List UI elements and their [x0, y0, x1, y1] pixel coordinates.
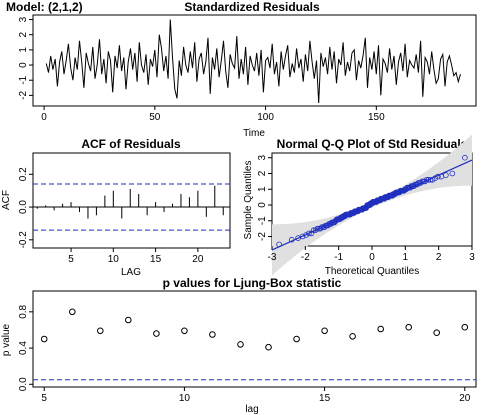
qq-xtick-label: 0: [369, 252, 375, 263]
ljungbox-point: [69, 308, 76, 316]
ljungbox-panel: p values for Ljung-Box statistic 5 10 15 20…: [1, 276, 477, 415]
qq-point: [443, 172, 449, 178]
ljungbox-point: [237, 341, 244, 348]
qq-ytick-label: 1: [257, 186, 268, 192]
residuals-xtick-label: 0: [41, 112, 47, 123]
qq-ytick-label: -2: [257, 232, 268, 241]
qq-ytick-label: -1: [257, 216, 268, 225]
ljungbox-point: [125, 316, 132, 324]
residuals-ytick-label: 1: [18, 47, 29, 53]
acf-bars: [36, 185, 224, 219]
ljungbox-point: [153, 330, 160, 337]
qq-point: [422, 178, 428, 185]
acf-axes: 5 10 15 20 -0.2 0.0 0.2: [18, 167, 230, 265]
qq-point: [288, 236, 295, 243]
qq-point: [462, 154, 468, 161]
ljungbox-points: [40, 308, 469, 351]
qq-point: [310, 227, 317, 234]
qq-ytick-label: 3: [257, 155, 268, 161]
acf-ytick-label: -0.2: [18, 231, 29, 249]
qq-point: [276, 241, 282, 248]
ljungbox-ytick-label: 0.0: [18, 377, 29, 391]
qq-point: [435, 173, 441, 180]
qq-point: [449, 170, 456, 177]
ljungbox-axes: 5 10 15 20 0.0 0.4 0.8: [18, 304, 471, 404]
ljungbox-point: [97, 327, 104, 335]
ljungbox-title: p values for Ljung-Box statistic: [163, 276, 342, 290]
qq-point: [432, 175, 438, 182]
ljungbox-point: [377, 325, 385, 333]
residuals-panel: Model: (2,1,2) Standardized Residuals 0 5…: [6, 0, 477, 139]
qq-xtick-label: -3: [268, 252, 277, 263]
residuals-ytick-label: 0: [18, 62, 29, 68]
residuals-ytick-label: -2: [18, 91, 29, 100]
ljungbox-point: [461, 323, 469, 331]
residuals-xlabel: Time: [243, 128, 265, 139]
ljungbox-xtick-label: 5: [41, 393, 47, 404]
ljungbox-ytick-label: 0.4: [18, 341, 29, 355]
qq-panel: Normal Q-Q Plot of Std Residuals -3 -2 -1 0…: [243, 134, 475, 277]
acf-xtick-label: 5: [68, 254, 74, 265]
qq-title: Normal Q-Q Plot of Std Residuals: [277, 137, 468, 151]
ljungbox-point: [433, 329, 441, 337]
qq-xtick-label: -2: [301, 252, 310, 263]
residuals-axes: 0 50 100 150 -2 -1 0 1 2 3: [18, 16, 385, 123]
residuals-xtick-label: 50: [149, 112, 161, 123]
model-label: Model: (2,1,2): [6, 0, 83, 14]
acf-title: ACF of Residuals: [81, 137, 181, 151]
ljungbox-xtick-label: 10: [179, 393, 191, 404]
qq-xtick-label: 1: [403, 252, 409, 263]
qq-axes: -3 -2 -1 0 1 2 3 -2 -1 0 1 2 3: [257, 155, 475, 263]
acf-ytick-label: 0.2: [18, 167, 29, 181]
acf-xtick-label: 15: [150, 254, 162, 265]
qq-point: [427, 177, 434, 183]
ljungbox-point: [405, 323, 413, 331]
ljungbox-point: [321, 327, 328, 335]
ljungbox-point: [293, 335, 300, 343]
qq-point: [420, 178, 427, 185]
qq-point: [299, 233, 306, 240]
acf-plot-frame: [32, 152, 231, 249]
residuals-ytick-label: -1: [18, 75, 29, 84]
qq-xtick-label: -1: [334, 252, 343, 263]
ljungbox-point: [265, 343, 272, 351]
acf-ylabel: ACF: [1, 190, 12, 210]
ljungbox-point: [209, 331, 216, 338]
residuals-xtick-label: 100: [257, 112, 274, 123]
ljungbox-point: [181, 327, 188, 335]
ljungbox-xtick-label: 15: [319, 393, 331, 404]
acf-panel: ACF of Residuals 5 10 15 20 -0.2 0.0 0.2 LAG A…: [1, 137, 231, 278]
qq-ylabel: Sample Quantiles: [243, 161, 254, 240]
acf-ytick-label: 0.0: [18, 200, 29, 214]
residuals-ytick-label: 3: [18, 16, 29, 22]
qq-point: [303, 232, 309, 238]
ljungbox-ytick-label: 0.8: [18, 304, 29, 318]
qq-point: [306, 230, 312, 237]
qq-ytick-label: 0: [257, 202, 268, 208]
residuals-ytick-label: 2: [18, 31, 29, 37]
ljungbox-point: [349, 333, 356, 340]
qq-xtick-label: 2: [436, 252, 442, 263]
ljungbox-plot-frame: [32, 290, 477, 388]
qq-point: [312, 227, 319, 234]
qq-xlabel: Theoretical Quantiles: [325, 266, 420, 277]
acf-xtick-label: 20: [192, 254, 204, 265]
acf-xtick-label: 10: [108, 254, 120, 265]
ljungbox-ylabel: p value: [1, 323, 12, 356]
ljungbox-xtick-label: 20: [459, 393, 471, 404]
residuals-title: Standardized Residuals: [184, 0, 320, 14]
qq-xtick-label: 3: [469, 252, 475, 263]
acf-xlabel: LAG: [121, 267, 141, 278]
residuals-xtick-label: 150: [368, 112, 385, 123]
qq-point: [425, 177, 432, 183]
qq-ytick-label: 2: [257, 170, 268, 176]
qq-point: [423, 177, 430, 183]
qq-points: [276, 154, 468, 248]
ljungbox-point: [40, 335, 48, 343]
ljungbox-xlabel: lag: [245, 404, 258, 415]
residuals-plot-frame: [32, 14, 477, 107]
residuals-series-line: [45, 19, 461, 104]
